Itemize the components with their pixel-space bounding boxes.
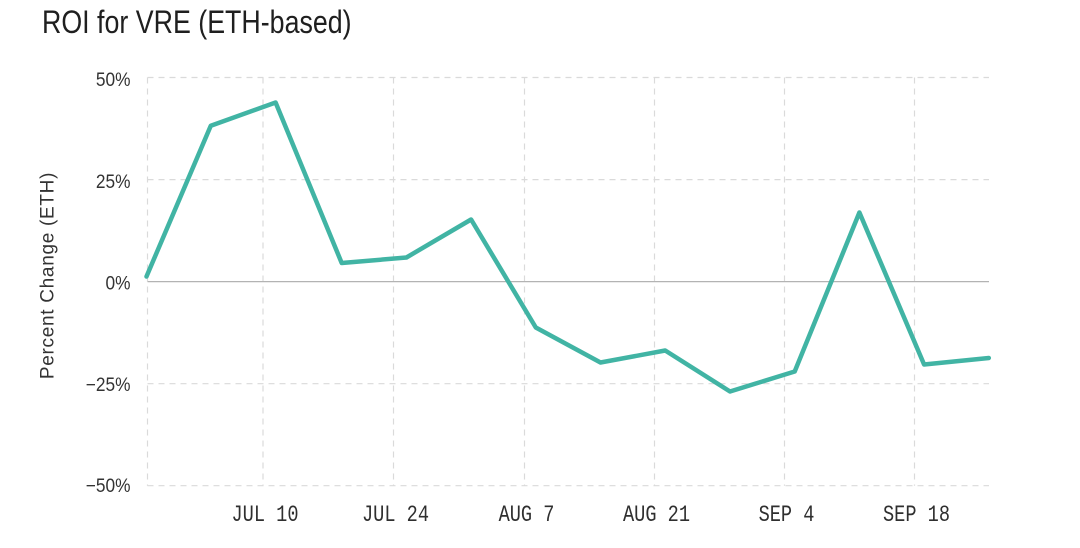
svg-text:JUL 24: JUL 24 [362, 503, 429, 528]
svg-text:AUG 21: AUG 21 [623, 503, 690, 528]
svg-text:−50%: −50% [86, 475, 131, 496]
svg-text:50%: 50% [96, 69, 131, 90]
svg-text:25%: 25% [96, 171, 131, 192]
svg-text:SEP 18: SEP 18 [883, 503, 950, 528]
svg-text:Percent Change (ETH): Percent Change (ETH) [38, 172, 59, 379]
svg-text:JUL 10: JUL 10 [231, 503, 298, 528]
svg-text:0%: 0% [106, 273, 131, 294]
svg-text:SEP 4: SEP 4 [759, 503, 815, 528]
svg-text:AUG 7: AUG 7 [499, 503, 555, 528]
svg-text:−25%: −25% [86, 374, 131, 395]
